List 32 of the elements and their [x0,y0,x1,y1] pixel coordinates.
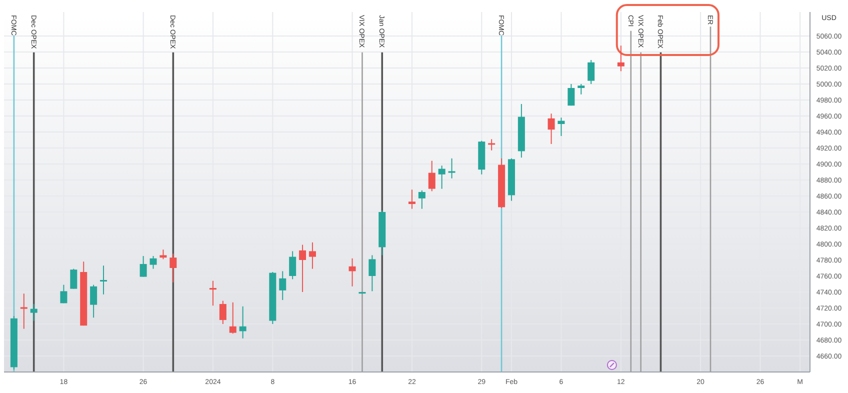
candlestick [368,254,376,292]
candlestick [428,160,436,192]
candlestick [140,256,147,278]
candlestick [70,268,78,290]
candlestick [348,258,356,287]
candlestick [20,293,28,330]
candlestick [219,300,226,324]
candlestick [170,253,177,283]
candlestick [548,113,555,144]
candlestick [308,242,316,270]
candlestick [578,84,585,95]
candlestick [209,280,216,306]
candlestick [558,117,565,136]
candlestick [588,60,595,84]
candlestick [279,270,286,300]
candlestick [229,302,236,334]
candlestick [60,284,68,304]
candlestick [299,244,306,292]
candlestick [488,138,496,151]
candlestick [289,250,296,280]
candlestick [408,189,416,210]
candlestick [448,158,456,179]
candlestick [568,84,575,106]
candlestick [90,284,98,318]
candlestick [100,265,108,295]
candlestick [160,249,167,260]
candlestick [30,304,38,322]
candlestick [418,190,426,210]
candlestick [150,256,157,270]
candlestick [617,45,624,72]
candlestick [438,165,446,190]
candlestick [239,306,246,339]
